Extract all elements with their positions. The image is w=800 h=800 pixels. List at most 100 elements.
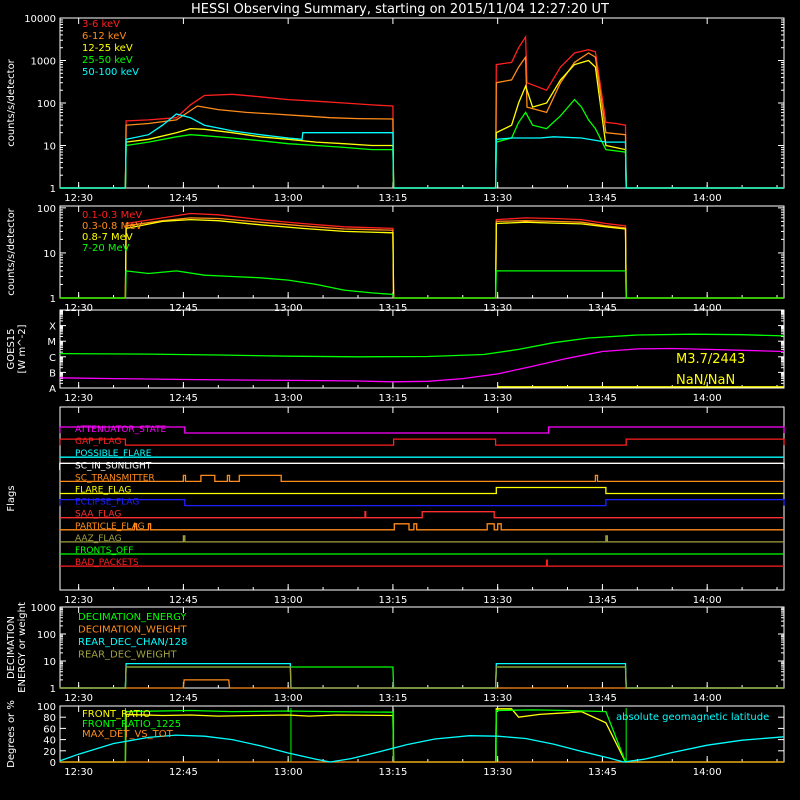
time-tick-label: 12:30 — [64, 393, 93, 404]
time-tick-label: 13:30 — [483, 767, 512, 778]
time-tick-label: 13:45 — [588, 767, 617, 778]
time-tick-label: 13:45 — [588, 393, 617, 404]
y-tick-label: 1 — [50, 184, 56, 195]
flag-label: FLARE_FLAG — [75, 486, 131, 496]
flag-label: GAP_FLAG — [75, 437, 121, 447]
legend-entry: MAX_DET_VS_TOT — [82, 729, 174, 740]
y-axis-label: [W m^-2] — [17, 324, 28, 373]
y-axis-label: Flags — [6, 485, 17, 511]
flag-label: FRONTS_OFF — [75, 546, 133, 556]
series-line — [59, 59, 784, 189]
flag-line — [59, 426, 785, 434]
y-tick-label: 10 — [43, 249, 56, 260]
legend-entry: 0.3-0.8 MeV — [82, 221, 142, 232]
goes-nan-annotation: NaN/NaN — [676, 373, 735, 388]
flag-line — [59, 462, 785, 470]
flag-label: AAZ_FLAG — [75, 534, 122, 544]
y-tick-label: B — [49, 368, 56, 379]
panel-frame-lo — [59, 17, 785, 189]
time-tick-label: 12:45 — [169, 393, 198, 404]
legend-entry: 6-12 keV — [82, 31, 126, 42]
legend-entry: REAR_DEC_WEIGHT — [78, 650, 177, 661]
time-tick-label: 13:15 — [378, 393, 407, 404]
time-tick-label: 13:30 — [483, 393, 512, 404]
y-tick-label: 1 — [50, 294, 56, 305]
time-tick-label: 12:45 — [169, 303, 198, 314]
series-line — [59, 666, 784, 689]
y-tick-label: 60 — [43, 724, 56, 735]
y-axis-label: Degrees or % — [6, 700, 17, 768]
time-tick-label: 12:30 — [64, 595, 93, 606]
time-tick-label: 13:45 — [588, 693, 617, 704]
time-tick-label: 13:15 — [378, 303, 407, 314]
time-tick-label: 12:45 — [169, 767, 198, 778]
panel-hi: 12:30 12:45 13:00 13:15 13:30 13:45 14:00 1 10 10… — [6, 204, 785, 314]
flag-label: SAA_FLAG — [75, 510, 121, 520]
time-tick-label: 13:15 — [378, 595, 407, 606]
series-line — [59, 709, 784, 763]
time-tick-label: 14:00 — [693, 767, 722, 778]
panel-flags: 12:30 12:45 13:00 13:15 13:30 13:45 14:00 Flags… — [6, 406, 785, 606]
flag-line — [60, 535, 784, 543]
time-tick-label: 12:30 — [64, 693, 93, 704]
legend-entry: 12-25 keV — [82, 43, 133, 54]
flag-label: POSSIBLE_FLARE — [75, 449, 152, 459]
series-line — [59, 270, 784, 299]
latitude-annotation: absolute geomagnetic latitude — [616, 712, 769, 723]
y-axis-label: GOES15 — [6, 328, 17, 369]
legend-entry: DECIMATION_ENERGY — [78, 612, 187, 623]
flag-label: SC_TRANSMITTER — [75, 473, 155, 483]
y-tick-label: 40 — [43, 736, 56, 747]
y-axis-label: DECIMATION — [6, 616, 17, 679]
series-line — [59, 212, 784, 299]
time-tick-label: 13:00 — [274, 693, 303, 704]
time-tick-label: 12:30 — [64, 303, 93, 314]
time-tick-label: 13:15 — [378, 193, 407, 204]
y-tick-label: 1000 — [31, 603, 56, 614]
time-tick-label: 14:00 — [693, 193, 722, 204]
time-tick-label: 12:45 — [169, 595, 198, 606]
time-tick-label: 13:30 — [483, 595, 512, 606]
flag-label: SC_IN_SUNLIGHT — [75, 461, 152, 471]
series-line — [59, 113, 784, 189]
legend-entry: 3-6 keV — [82, 19, 120, 30]
y-tick-label: 100 — [37, 702, 56, 713]
y-tick-label: C — [49, 353, 56, 364]
flag-line — [60, 486, 784, 495]
flag-label: ATTENUATOR_STATE — [75, 425, 167, 435]
y-tick-label: X — [49, 322, 56, 333]
time-tick-label: 12:45 — [169, 193, 198, 204]
panel-goes: 12:30 12:45 13:00 13:15 13:30 13:45 14:00 ABCMX… — [6, 309, 785, 404]
time-tick-label: 13:00 — [274, 595, 303, 606]
series-line — [59, 347, 785, 383]
y-tick-label: 10 — [43, 142, 56, 153]
goes-flare-annotation: M3.7/2443 — [676, 352, 745, 367]
y-tick-label: 10 — [43, 657, 56, 668]
time-tick-label: 13:00 — [274, 767, 303, 778]
time-tick-label: 13:00 — [274, 393, 303, 404]
time-tick-label: 14:00 — [693, 303, 722, 314]
series-line — [59, 679, 784, 689]
y-tick-label: 0 — [50, 758, 56, 769]
y-tick-label: 100 — [37, 204, 56, 215]
panel-lo: 12:30 12:45 13:00 13:15 13:30 13:45 14:00 1 10 10… — [6, 14, 785, 204]
time-tick-label: 13:15 — [378, 693, 407, 704]
y-tick-label: 100 — [37, 99, 56, 110]
flag-line — [60, 523, 784, 531]
time-tick-label: 12:30 — [64, 193, 93, 204]
legend-entry: DECIMATION_WEIGHT — [78, 625, 187, 636]
legend-entry: 7-20 MeV — [82, 243, 130, 254]
time-tick-label: 13:45 — [588, 595, 617, 606]
panel-dec: 12:30 12:45 13:00 13:15 13:30 13:45 14:00 1 10 10… — [6, 602, 785, 704]
series-line — [59, 666, 784, 689]
y-axis-label: counts/s/detector — [6, 207, 17, 295]
series-line — [59, 734, 785, 763]
series-line — [59, 333, 785, 358]
flag-line — [59, 438, 785, 446]
time-tick-label: 13:15 — [378, 767, 407, 778]
legend-entry: REAR_DEC_CHAN/128 — [78, 637, 187, 648]
legend-entry: FRONT_RATIO — [82, 709, 151, 720]
time-tick-label: 12:45 — [169, 693, 198, 704]
time-tick-label: 13:30 — [483, 193, 512, 204]
